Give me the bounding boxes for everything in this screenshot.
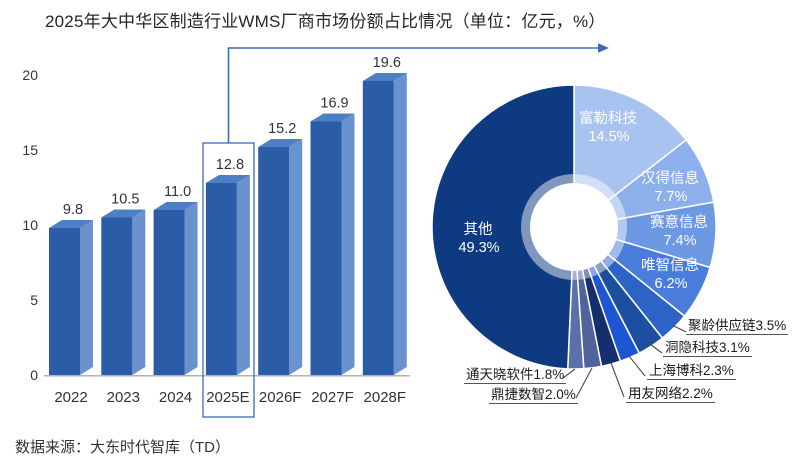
pie-label-name: 唯智信息	[641, 257, 699, 274]
bar-top	[153, 202, 198, 210]
pie-label-outside-8: 鼎捷数智2.0%	[489, 387, 578, 404]
bar-value-label: 11.0	[164, 184, 191, 200]
bar-front	[362, 81, 394, 375]
x-tick-label: 2024	[159, 389, 192, 406]
bar-2025E: 12.8 2025E	[205, 157, 250, 406]
pie-label-pct: 6.2%	[654, 276, 687, 292]
pie-label-inside-10: 其他 49.3%	[458, 221, 499, 256]
pie-label-outside-5: 洞隐科技3.1%	[663, 340, 752, 357]
bar-top	[362, 73, 407, 81]
y-tick-label: 20	[22, 67, 38, 83]
bar-value-label: 15.2	[268, 121, 296, 137]
data-source: 数据来源：大东时代智库（TD）	[15, 439, 230, 456]
bar-2028F: 19.6 2028F	[362, 55, 407, 406]
pie-label-name: 汉得信息	[641, 170, 699, 187]
bar-front	[153, 210, 185, 375]
pie-leader-line-8	[575, 367, 593, 399]
bar-value-label: 12.8	[216, 157, 244, 173]
pie-leader-line-6	[628, 355, 646, 377]
bar-2023: 10.5 2023	[101, 192, 146, 406]
bar-side	[393, 73, 407, 375]
bar-front	[258, 147, 290, 375]
pie-slice-10	[431, 84, 575, 370]
pie-label-outside-9: 通天晓软件1.8%	[464, 367, 567, 384]
pie-label-inside-1: 汉得信息 7.7%	[641, 170, 699, 205]
pie-label-inside-3: 唯智信息 6.2%	[641, 257, 699, 292]
bar-front	[205, 183, 237, 375]
bar-chart: 0 5 10 15 20 9.8 2022 10.5 2023 11.0 2024 12.8 2025E…	[22, 43, 609, 418]
pie-label-pct: 49.3%	[458, 240, 499, 256]
bar-side	[341, 113, 355, 375]
x-tick-label: 2028F	[364, 389, 407, 406]
pie-label-inside-2: 赛意信息 7.4%	[650, 213, 708, 249]
bar-side	[289, 139, 303, 375]
pie-label-outside-4: 聚龄供应链3.5%	[686, 318, 789, 335]
bar-top	[310, 113, 355, 122]
x-tick-label: 2025E	[206, 389, 249, 406]
bar-top	[101, 209, 146, 218]
donut-hole	[530, 183, 618, 271]
pie-label-outside-7: 用友网络2.2%	[626, 386, 715, 403]
bar-value-label: 19.6	[373, 55, 401, 71]
pie-label-name: 赛意信息	[650, 213, 708, 231]
x-tick-label: 2027F	[311, 389, 354, 406]
donut-chart: 富勒科技 14.5% 汉得信息 7.7% 赛意信息 7.4% 唯智信息 6.2% 其他 49.3%	[431, 84, 717, 399]
bar-top	[258, 139, 303, 147]
bar-side	[236, 175, 250, 375]
x-tick-label: 2023	[107, 389, 140, 406]
bar-side	[132, 209, 146, 375]
pie-label-inside-0: 富勒科技 14.5%	[579, 109, 637, 145]
x-tick-label: 2026F	[259, 389, 302, 406]
bar-value-label: 16.9	[320, 96, 348, 112]
bar-2022: 9.8 2022	[49, 202, 93, 406]
y-tick-label: 0	[30, 367, 38, 383]
pie-label-name: 其他	[464, 221, 493, 238]
bar-side	[80, 220, 93, 375]
pie-label-outside-6: 上海博科2.3%	[647, 363, 736, 380]
bar-top	[49, 220, 93, 228]
pie-leader-line-9	[562, 368, 576, 379]
pie-leader-line-4	[671, 324, 687, 333]
pie-label-name: 富勒科技	[579, 109, 637, 127]
bar-2024: 11.0 2024	[153, 184, 198, 406]
callout-arrow-head	[598, 43, 609, 53]
y-tick-label: 15	[22, 142, 38, 158]
chart-title: 2025年大中华区制造行业WMS厂商市场份额占比情况（单位：亿元，%）	[45, 12, 606, 31]
bar-value-label: 10.5	[111, 192, 139, 208]
bar-front	[310, 121, 342, 375]
pie-label-pct: 14.5%	[588, 129, 629, 145]
x-tick-label: 2022	[54, 389, 87, 406]
pie-label-pct: 7.4%	[663, 233, 696, 249]
y-tick-label: 10	[22, 217, 38, 233]
bar-front	[101, 217, 133, 375]
pie-label-pct: 7.7%	[654, 189, 687, 205]
y-tick-label: 5	[30, 292, 38, 308]
bar-side	[184, 202, 198, 375]
bar-value-label: 9.8	[63, 202, 83, 218]
bar-top	[205, 175, 250, 183]
callout-arrow-line	[227, 47, 598, 143]
bar-front	[49, 228, 80, 375]
pie-leader-line-5	[649, 343, 663, 354]
pie-slice-0	[573, 84, 687, 228]
pie-leader-line-7	[610, 362, 625, 398]
bar-2026F: 15.2 2026F	[258, 121, 303, 406]
bar-2027F: 16.9 2027F	[310, 96, 355, 406]
